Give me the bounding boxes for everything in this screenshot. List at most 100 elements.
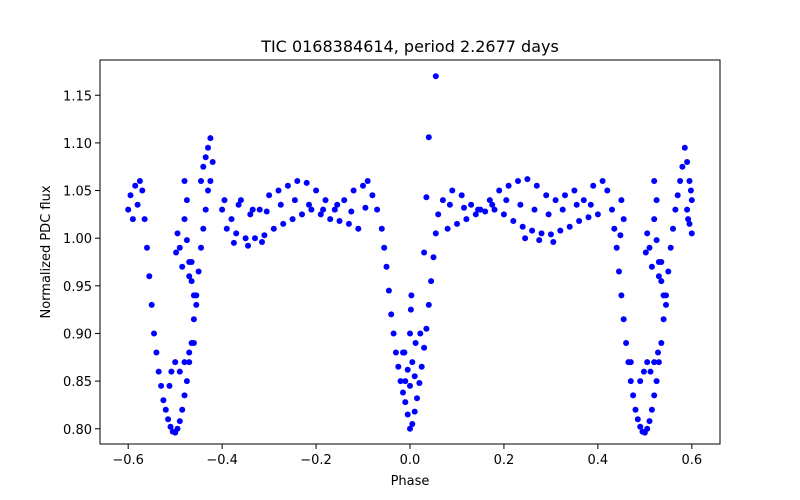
data-point (193, 301, 200, 308)
data-point (533, 182, 540, 189)
data-point (627, 378, 634, 385)
data-point (644, 230, 651, 237)
data-point (552, 197, 559, 204)
data-point (179, 263, 186, 270)
data-point (198, 178, 204, 184)
data-point (425, 134, 432, 141)
data-point (618, 292, 625, 299)
y-tick-label: 1.00 (63, 232, 92, 247)
data-point (634, 416, 641, 423)
data-point (205, 144, 211, 151)
data-point (144, 244, 150, 251)
data-point (458, 192, 465, 199)
y-axis-label: Normalized PDC flux (39, 185, 54, 318)
data-point (543, 192, 550, 199)
data-point (200, 163, 207, 170)
data-point (402, 399, 409, 406)
data-point (658, 259, 665, 265)
data-point (536, 237, 543, 244)
data-point (648, 406, 655, 413)
data-point (655, 359, 662, 366)
data-point (408, 292, 415, 299)
data-point (322, 197, 329, 204)
data-point (674, 192, 681, 199)
data-point (522, 235, 529, 242)
data-point (658, 340, 665, 346)
data-point (132, 182, 139, 189)
data-point (186, 273, 193, 280)
data-point (617, 232, 624, 239)
data-point (454, 220, 460, 227)
data-point (402, 378, 409, 385)
data-point (670, 225, 676, 232)
data-point (637, 423, 644, 430)
data-point (411, 373, 418, 380)
data-point (672, 206, 679, 213)
data-point (181, 178, 188, 184)
data-point (658, 278, 665, 285)
data-point (407, 425, 413, 432)
data-point (141, 216, 148, 223)
data-point (407, 382, 413, 389)
data-point (630, 392, 637, 399)
data-point (228, 216, 235, 223)
data-point (524, 176, 531, 183)
data-point (684, 159, 691, 165)
data-point (237, 197, 244, 204)
data-point (414, 395, 420, 402)
data-point (400, 389, 406, 396)
data-point (167, 423, 174, 430)
data-point (660, 292, 667, 299)
data-point (334, 201, 341, 208)
data-point (173, 249, 180, 256)
data-point (463, 216, 470, 223)
data-point (383, 263, 390, 270)
data-point (205, 187, 211, 194)
data-point (651, 178, 658, 184)
data-point (590, 182, 597, 189)
y-tick-label: 0.80 (63, 423, 92, 438)
data-point (599, 178, 606, 184)
data-point (642, 249, 649, 256)
data-point (259, 239, 265, 245)
data-point (562, 192, 568, 199)
y-tick-label: 1.05 (63, 185, 92, 200)
data-point (345, 220, 352, 227)
data-point (482, 208, 489, 215)
data-point (529, 227, 536, 234)
data-point (313, 187, 320, 194)
data-point (195, 268, 202, 275)
data-point (519, 223, 526, 230)
y-tick-label: 0.90 (63, 327, 92, 342)
data-point (348, 208, 355, 215)
data-point (421, 249, 428, 256)
data-point (263, 208, 270, 215)
data-point (291, 197, 298, 204)
data-point (685, 216, 692, 223)
data-point (653, 237, 660, 244)
data-point (280, 220, 287, 227)
data-point (472, 211, 479, 218)
data-point (611, 225, 618, 232)
data-point (412, 340, 419, 346)
data-point (430, 254, 437, 261)
data-point (616, 268, 622, 275)
data-point (336, 218, 343, 224)
data-point (686, 220, 693, 227)
x-tick-label: −0.6 (112, 453, 144, 468)
data-point (585, 214, 592, 221)
data-point (640, 368, 647, 375)
data-point (172, 359, 179, 366)
data-point (186, 349, 193, 356)
data-point (515, 178, 521, 184)
data-point (510, 218, 517, 224)
data-point (397, 378, 404, 385)
data-point (620, 216, 627, 223)
data-point (174, 425, 181, 432)
data-point (681, 144, 688, 151)
data-point (261, 232, 268, 239)
data-point (289, 216, 296, 223)
data-point (374, 206, 381, 213)
data-point (604, 187, 611, 194)
data-point (688, 197, 695, 204)
